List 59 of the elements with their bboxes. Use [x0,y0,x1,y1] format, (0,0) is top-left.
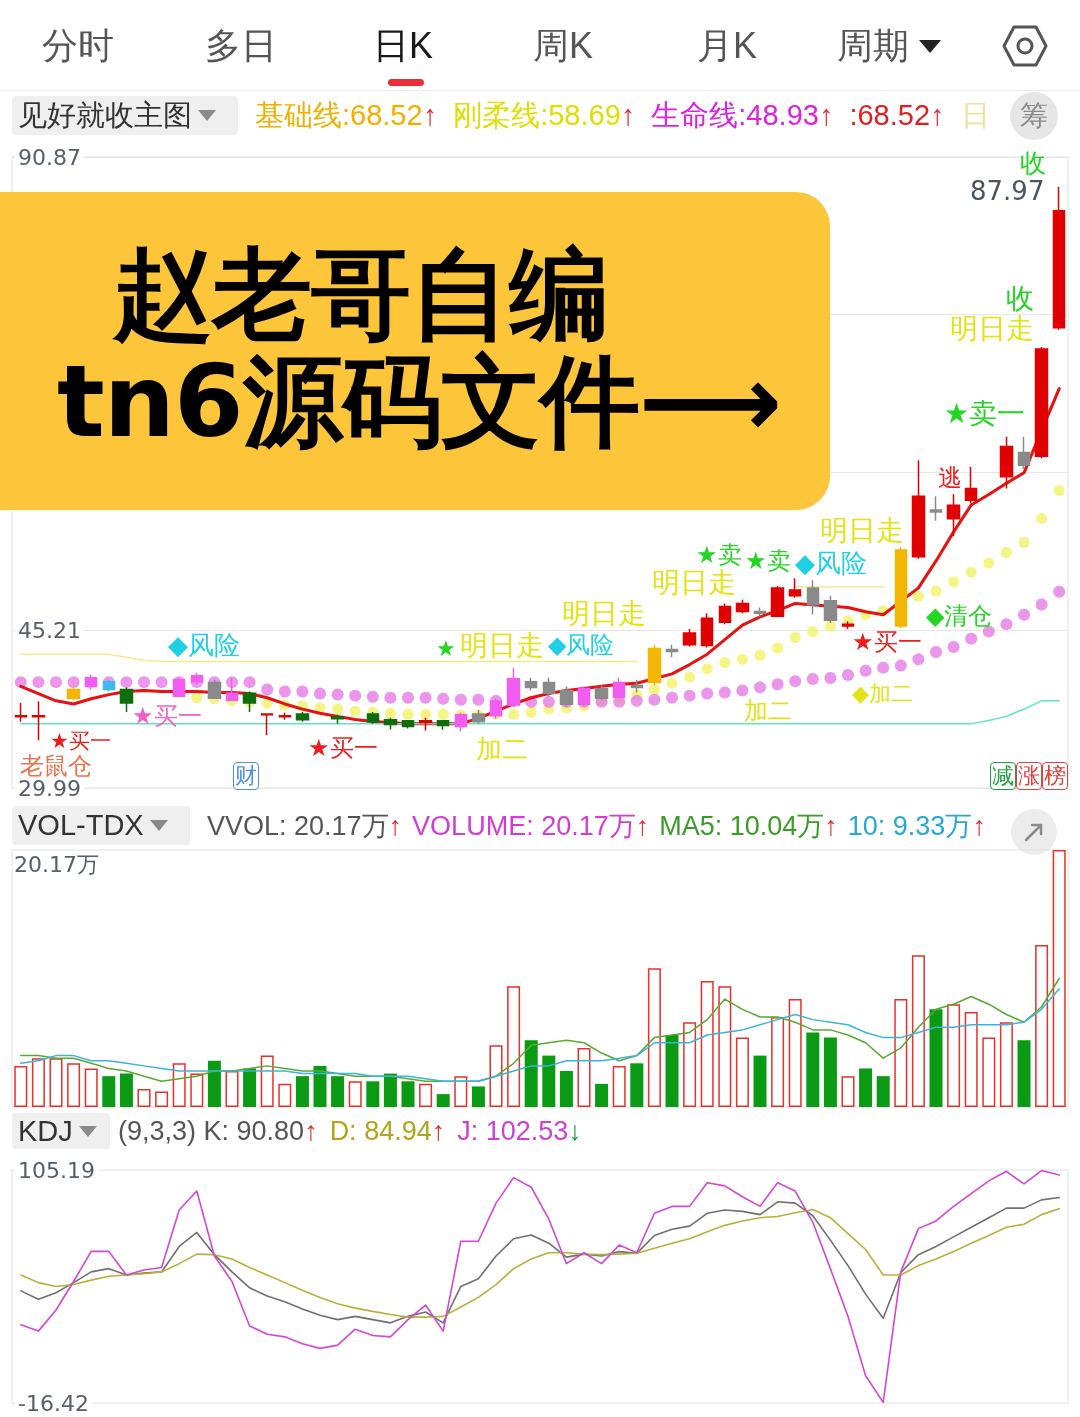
text: 多日 [205,25,277,66]
annotation: 20.17万 [14,852,99,877]
annotation: ◆清仓 [926,602,993,630]
text: :68.52↑ [849,99,945,131]
badge: 财 [233,762,259,790]
y-tick-label: 105.19 [18,1157,95,1183]
annotation: 收 [1020,148,1046,178]
annotation: 逃 [938,464,962,492]
annotation: ★ [436,636,456,661]
banner: 赵老哥自编 tn6源码文件⟶ [0,192,830,510]
annotation: 明日走 [950,312,1034,345]
annotation: 加二 [476,734,528,764]
y-tick-label: 45.21 [18,617,81,643]
text: VVOL: 20.17万↑ [207,810,403,841]
text: (9,3,3) K: 90.80↑ [118,1115,318,1146]
annotation: 收 [1006,282,1034,315]
annotation: ★买一 [308,734,378,762]
dropdown-button: VOL-TDX [12,806,190,845]
text: 生命线:48.93↑ [651,98,834,131]
annotation: ★卖 [745,547,791,575]
dropdown-button: KDJ [12,1113,110,1149]
text: VOLUME: 20.17万↑ [412,810,650,841]
text: 刚柔线:58.69↑ [453,98,636,131]
annotation: ◆风险 [795,548,867,578]
annotation: ★卖一 [944,397,1026,430]
annotation: 明日走 [820,514,904,547]
text: 分时 [42,25,114,66]
chart-title: VOL-TDX [18,809,144,841]
annotation: 明日走 [460,629,544,662]
text: D: 84.94↑ [329,1115,446,1146]
text: J: 102.53↓ [457,1115,582,1146]
y-tick-label: 90.87 [18,144,81,170]
y-tick-label: -16.42 [18,1390,89,1416]
annotation: ★买一 [132,702,202,730]
dropdown-button: 见好就收主图 [12,96,238,135]
text: 基础线:68.52↑ [255,98,438,131]
text: MA5: 10.04万↑ [659,810,838,841]
annotation: ◆风险 [548,631,615,659]
annotation: ★买一 [852,628,922,656]
chart-title: KDJ [18,1114,73,1147]
annotation: ★买一 [50,729,111,753]
annotation: ◆风险 [168,630,240,660]
text: 日 [960,98,990,131]
annotation: 加二 [744,697,792,725]
annotation: ◆加二 [852,681,913,706]
round-button: 筹 [1010,92,1058,140]
annotation: 明日走 [562,597,646,630]
text: 周K [533,25,594,66]
annotation: ★卖 [696,541,742,569]
text: 月K [697,25,758,66]
text: 周期 [837,25,909,66]
badge: 减 [990,762,1016,790]
annotation: 87.97 [970,176,1045,206]
text: 10: 9.33万↑ [847,810,986,841]
chart-title: 见好就收主图 [18,98,192,131]
annotation: 明日走 [652,566,736,599]
badge: 榜 [1042,762,1068,790]
text: 日K [373,25,434,66]
badge: 涨 [1016,762,1042,790]
